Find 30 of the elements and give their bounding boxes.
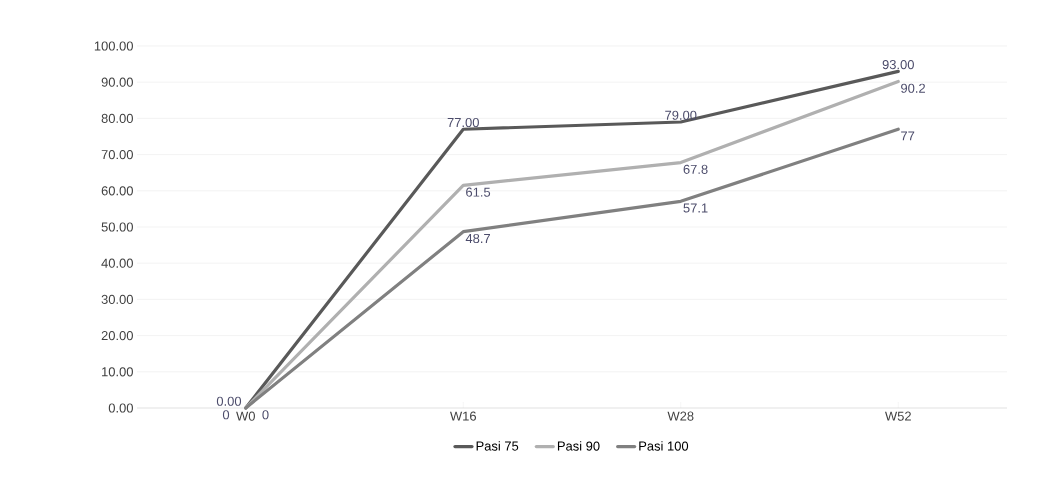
data-label: 0.00 (216, 396, 242, 406)
data-label: 79.00 (665, 110, 697, 120)
y-tick-label: 70.00 (101, 150, 133, 160)
y-tick-label: 0.00 (108, 403, 133, 413)
data-label: 93.00 (882, 59, 914, 70)
y-tick-label: 10.00 (102, 367, 133, 377)
data-label: 77.00 (447, 117, 479, 128)
data-label: 57.1 (683, 203, 708, 213)
data-label: 61.5 (466, 187, 491, 197)
data-label: 67.8 (683, 164, 708, 174)
y-tick-label: 60.00 (101, 186, 133, 196)
y-tick-label: 20.00 (101, 331, 133, 341)
data-label: 90.2 (901, 83, 925, 93)
data-label: 0 (222, 410, 230, 420)
x-tick-label: W52 (885, 411, 911, 421)
data-label: 77 (901, 131, 915, 141)
x-tick-label: W28 (667, 411, 694, 421)
y-tick-label: 80.00 (101, 113, 133, 123)
y-tick-label: 30.00 (101, 294, 133, 304)
data-label: 0 (262, 410, 269, 420)
legend-label: Pasi 75 (476, 441, 519, 451)
y-tick-label: 90.00 (101, 77, 133, 87)
y-tick-label: 40.00 (101, 258, 133, 268)
legend-label: Pasi 100 (639, 441, 689, 451)
y-tick-label: 50.00 (101, 222, 133, 232)
legend-label: Pasi 90 (557, 441, 600, 451)
y-tick-label: 100.00 (94, 41, 133, 51)
x-tick-label: W16 (450, 411, 476, 421)
x-tick-label: W0 (236, 411, 255, 421)
data-label: 48.7 (465, 233, 490, 244)
